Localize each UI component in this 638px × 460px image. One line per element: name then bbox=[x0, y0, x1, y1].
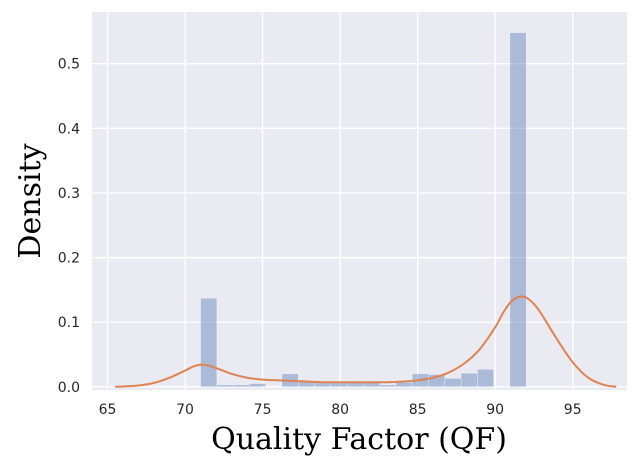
y-tick-label: 0.3 bbox=[58, 186, 80, 202]
y-axis-label: Density bbox=[13, 143, 48, 258]
x-tick-label: 90 bbox=[486, 402, 504, 418]
kde-curve bbox=[115, 295, 617, 388]
x-tick-label: 65 bbox=[99, 402, 117, 418]
x-axis-ticks: 65 70 75 80 85 90 95 bbox=[99, 402, 582, 418]
y-tick-label: 0.1 bbox=[58, 315, 80, 331]
x-tick-label: 85 bbox=[409, 402, 427, 418]
x-axis-label: Quality Factor (QF) bbox=[211, 422, 507, 457]
histogram-bar bbox=[200, 297, 218, 388]
histogram-bar bbox=[216, 384, 234, 388]
histogram-bar bbox=[330, 382, 348, 388]
y-tick-label: 0.2 bbox=[58, 251, 80, 267]
plot-background bbox=[92, 12, 627, 390]
histogram-bar bbox=[314, 382, 332, 388]
histogram-bar bbox=[232, 384, 250, 388]
histogram-bar bbox=[477, 369, 494, 388]
kde-curve-group bbox=[115, 295, 617, 388]
y-axis-ticks: 0.0 0.1 0.2 0.3 0.4 0.5 bbox=[58, 57, 80, 396]
x-tick-label: 80 bbox=[331, 402, 349, 418]
x-tick-label: 70 bbox=[176, 402, 194, 418]
histogram-bar bbox=[509, 32, 527, 388]
histogram-bar bbox=[395, 381, 413, 388]
histogram-bar bbox=[444, 378, 462, 388]
x-tick-label: 75 bbox=[254, 402, 272, 418]
y-tick-label: 0.5 bbox=[58, 57, 80, 73]
x-tick-label: 95 bbox=[564, 402, 582, 418]
grid-lines bbox=[92, 12, 627, 390]
y-tick-label: 0.4 bbox=[58, 121, 80, 137]
histogram-bar bbox=[460, 372, 478, 388]
y-tick-label: 0.0 bbox=[58, 380, 80, 396]
histogram-bar bbox=[379, 384, 397, 388]
histogram-bar bbox=[249, 383, 266, 388]
